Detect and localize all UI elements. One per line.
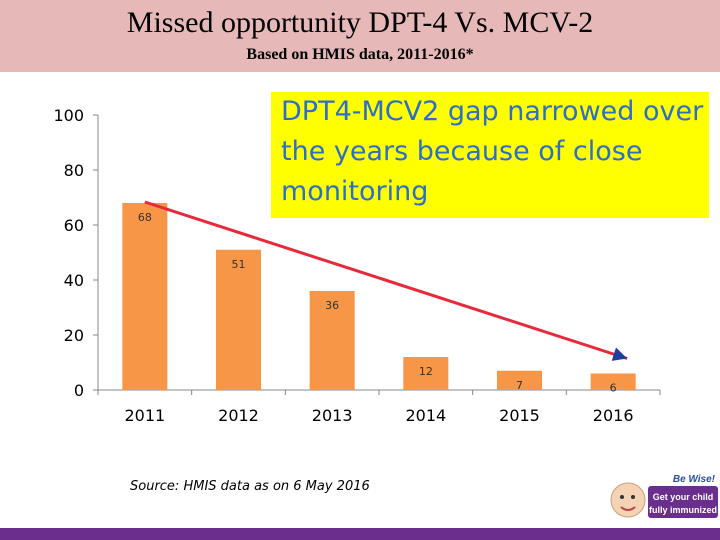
bar bbox=[309, 291, 355, 390]
y-tick-label: 80 bbox=[64, 161, 84, 180]
data-label: 6 bbox=[610, 382, 617, 395]
immunization-badge: Be Wise! Get your child fully immunized bbox=[610, 474, 718, 518]
y-tick-label: 20 bbox=[64, 326, 84, 345]
baby-icon bbox=[610, 482, 646, 518]
y-tick-label: 60 bbox=[64, 216, 84, 235]
data-label: 68 bbox=[138, 211, 152, 224]
bar bbox=[122, 203, 168, 390]
callout-box: DPT4-MCV2 gap narrowed over the years be… bbox=[271, 92, 709, 218]
data-label: 12 bbox=[419, 365, 433, 378]
badge-line-1: Be Wise! bbox=[673, 474, 716, 485]
x-tick-label: 2014 bbox=[405, 406, 446, 425]
data-label: 36 bbox=[325, 299, 339, 312]
bar bbox=[497, 370, 542, 390]
y-tick-label: 40 bbox=[64, 271, 84, 290]
trend-arrow-line bbox=[144, 200, 628, 360]
y-tick-label: 0 bbox=[74, 381, 84, 400]
data-label: 7 bbox=[516, 379, 523, 392]
bottom-bar bbox=[0, 528, 720, 540]
page-title: Missed opportunity DPT-4 Vs. MCV-2 bbox=[126, 6, 594, 39]
x-tick-label: 2015 bbox=[499, 406, 540, 425]
badge-line-3: fully immunized bbox=[649, 505, 717, 515]
x-tick-label: 2012 bbox=[218, 406, 259, 425]
data-label: 51 bbox=[232, 258, 246, 271]
bar bbox=[216, 249, 261, 390]
badge-line-2: Get your child bbox=[653, 492, 714, 502]
x-tick-label: 2013 bbox=[312, 406, 353, 425]
bar bbox=[590, 373, 636, 390]
y-tick-label: 100 bbox=[53, 106, 84, 125]
bar bbox=[403, 357, 449, 390]
source-note: Source: HMIS data as on 6 May 2016 bbox=[130, 479, 370, 494]
trend-arrow-head bbox=[611, 347, 628, 361]
header-band bbox=[0, 0, 720, 72]
page-subtitle: Based on HMIS data, 2011-2016* bbox=[246, 46, 474, 63]
x-tick-label: 2011 bbox=[124, 406, 165, 425]
x-tick-label: 2016 bbox=[593, 406, 634, 425]
